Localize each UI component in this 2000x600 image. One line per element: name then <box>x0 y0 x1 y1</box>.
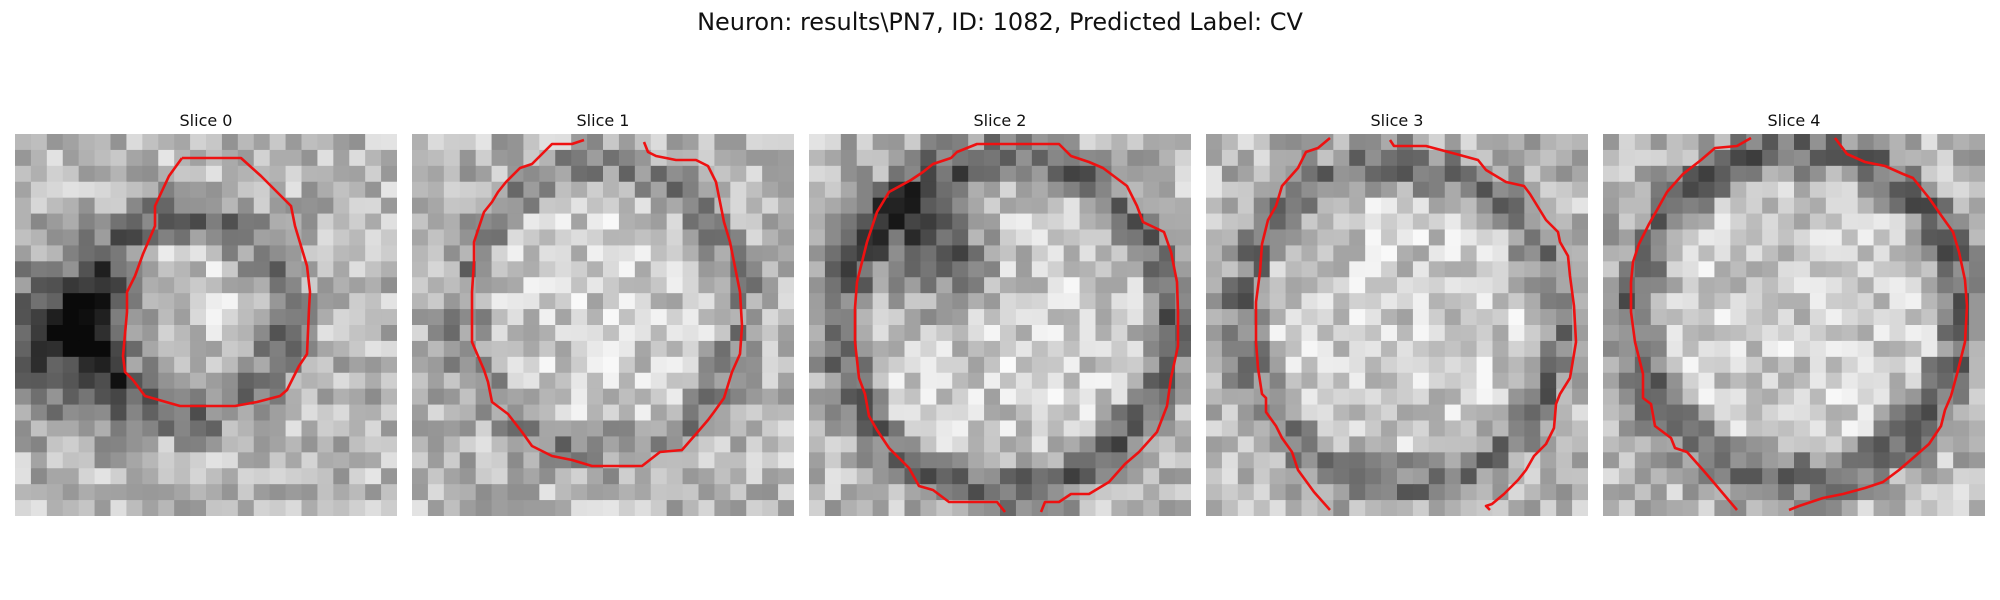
slice-label-4: Slice 4 <box>1767 111 1821 130</box>
slice-label-3: Slice 3 <box>1370 111 1424 130</box>
slice-panel-4: Slice 4 <box>1603 108 1985 516</box>
segmentation-contour-4b <box>1788 137 1969 512</box>
figure-title: Neuron: results\PN7, ID: 1082, Predicted… <box>697 8 1303 36</box>
slice-panel-0: Slice 0 <box>15 108 397 516</box>
micrograph-texture-4 <box>1603 134 1985 516</box>
slice-panel-1: Slice 1 <box>412 108 794 516</box>
segmentation-contour-3 <box>1254 137 1331 511</box>
segmentation-contour-3b <box>1388 139 1578 511</box>
slice-image-0 <box>15 134 397 516</box>
segmentation-contour-0 <box>121 156 312 408</box>
slice-label-1: Slice 1 <box>576 111 630 130</box>
slice-image-2 <box>809 134 1191 516</box>
slice-image-3 <box>1206 134 1588 516</box>
slice-label-2: Slice 2 <box>973 111 1027 130</box>
slice-image-4 <box>1603 134 1985 516</box>
slice-panel-3: Slice 3 <box>1206 108 1588 516</box>
slice-label-0: Slice 0 <box>179 111 233 130</box>
segmentation-contour-1 <box>470 138 744 468</box>
slice-image-1 <box>412 134 794 516</box>
segmentation-contour-2 <box>853 142 1180 513</box>
slice-panel-2: Slice 2 <box>809 108 1191 516</box>
micrograph-texture-0 <box>15 134 397 516</box>
micrograph-texture-1 <box>412 134 794 516</box>
micrograph-texture-2 <box>809 134 1191 516</box>
segmentation-contour-4 <box>1629 136 1752 511</box>
micrograph-texture-3 <box>1206 134 1588 516</box>
